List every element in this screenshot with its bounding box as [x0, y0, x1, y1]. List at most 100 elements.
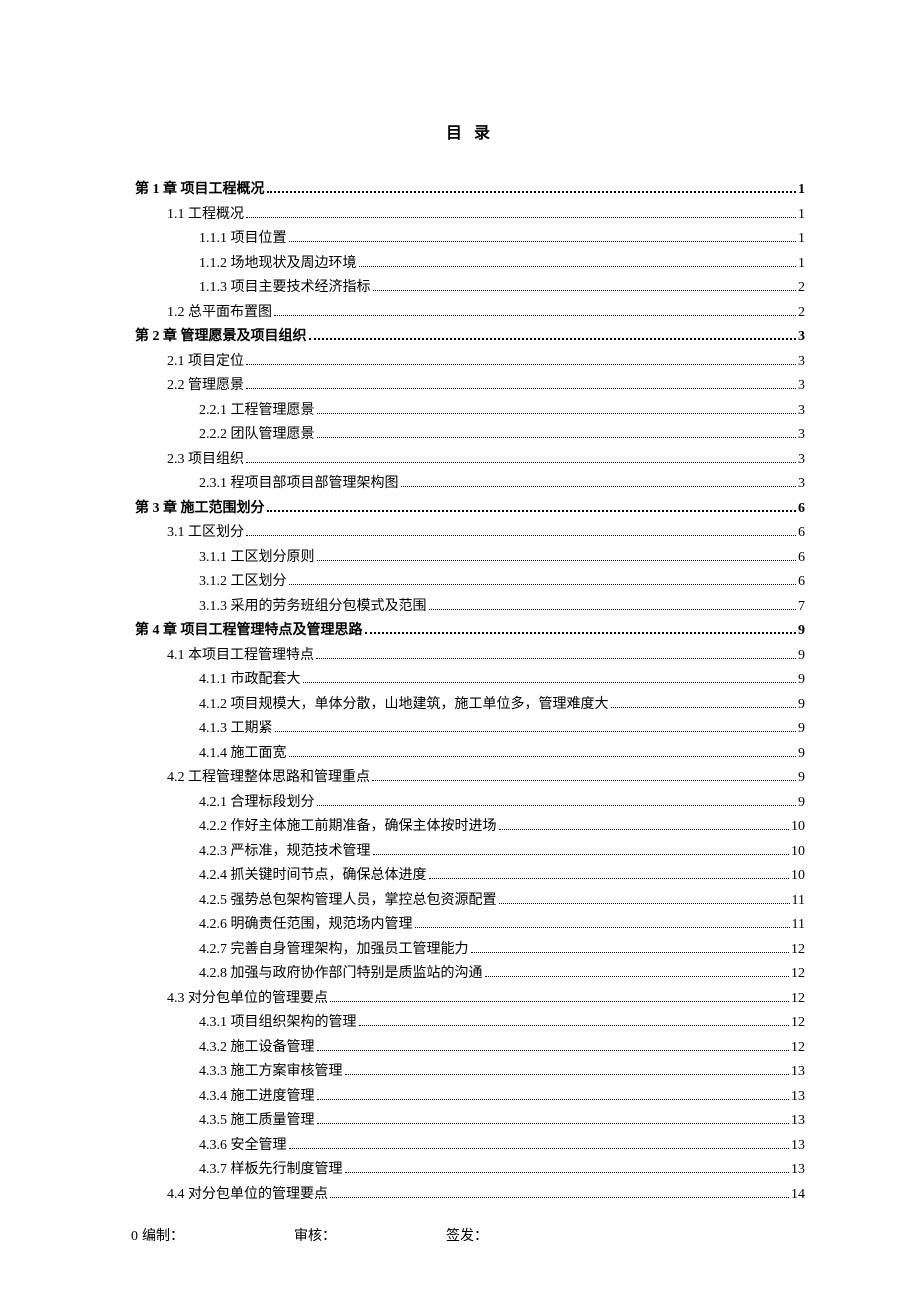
toc-page-number: 13	[791, 1158, 805, 1183]
toc-page-number: 10	[791, 840, 805, 865]
toc-leader-dots	[429, 609, 797, 610]
toc-entry: 4.3.2 施工设备管理 12	[199, 1036, 805, 1061]
toc-entry: 4.2 工程管理整体思路和管理重点 9	[167, 766, 805, 791]
toc-entry: 1.1.3 项目主要技术经济指标 2	[199, 276, 805, 301]
toc-label: 2.2.2 团队管理愿景	[199, 423, 315, 448]
toc-label: 4.3 对分包单位的管理要点	[167, 987, 328, 1012]
toc-leader-dots	[246, 364, 796, 365]
toc-label: 4.2.2 作好主体施工前期准备，确保主体按时进场	[199, 815, 497, 840]
toc-leader-dots	[317, 413, 797, 414]
toc-leader-dots	[275, 731, 797, 732]
toc-leader-dots	[499, 903, 790, 904]
toc-label: 4.3.5 施工质量管理	[199, 1109, 315, 1134]
toc-leader-dots	[330, 1197, 789, 1198]
toc-label: 4.1.4 施工面宽	[199, 742, 287, 767]
toc-label: 4.2 工程管理整体思路和管理重点	[167, 766, 370, 791]
toc-entry: 4.2.6 明确责任范围，规范场内管理 11	[199, 913, 805, 938]
toc-page-number: 3	[798, 448, 805, 473]
toc-leader-dots	[309, 338, 797, 340]
toc-entry: 2.2.2 团队管理愿景 3	[199, 423, 805, 448]
toc-entry: 1.1 工程概况1	[167, 203, 805, 228]
toc-entry: 4.2.5 强势总包架构管理人员，掌控总包资源配置11	[199, 889, 805, 914]
toc-page-number: 14	[791, 1183, 805, 1208]
toc-entry: 1.1.2 场地现状及周边环境1	[199, 252, 805, 277]
toc-page-number: 12	[791, 938, 805, 963]
toc-page-number: 3	[798, 325, 805, 350]
toc-entry: 4.1.2 项目规模大，单体分散，山地建筑，施工单位多，管理难度大9	[199, 693, 805, 718]
toc-entry: 4.1.3 工期紧9	[199, 717, 805, 742]
toc-label: 2.2 管理愿景	[167, 374, 244, 399]
toc-entry: 2.1 项目定位 3	[167, 350, 805, 375]
toc-leader-dots	[289, 241, 797, 242]
toc-entry: 4.2.1 合理标段划分9	[199, 791, 805, 816]
toc-leader-dots	[317, 1123, 790, 1124]
toc-page-number: 9	[798, 742, 805, 767]
toc-page-number: 10	[791, 815, 805, 840]
toc-page-number: 2	[798, 276, 805, 301]
toc-entry: 4.3.3 施工方案审核管理13	[199, 1060, 805, 1085]
toc-leader-dots	[345, 1172, 790, 1173]
toc-entry: 3.1.2 工区划分6	[199, 570, 805, 595]
toc-label: 第 4 章 项目工程管理特点及管理思路	[135, 619, 363, 644]
toc-entry: 4.3.5 施工质量管理 13	[199, 1109, 805, 1134]
toc-page-number: 9	[798, 619, 805, 644]
toc-label: 3.1 工区划分	[167, 521, 244, 546]
toc-label: 第 2 章 管理愿景及项目组织	[135, 325, 307, 350]
toc-entry: 4.2.2 作好主体施工前期准备，确保主体按时进场 10	[199, 815, 805, 840]
toc-leader-dots	[289, 584, 797, 585]
toc-page-number: 12	[791, 1036, 805, 1061]
toc-page-number: 12	[791, 987, 805, 1012]
toc-label: 1.1 工程概况	[167, 203, 244, 228]
toc-leader-dots	[246, 217, 796, 218]
toc-page-number: 10	[791, 864, 805, 889]
toc-page-number: 3	[798, 472, 805, 497]
toc-label: 4.3.7 样板先行制度管理	[199, 1158, 343, 1183]
toc-leader-dots	[499, 829, 790, 830]
toc-entry: 第 3 章 施工范围划分 6	[135, 497, 805, 522]
toc-label: 4.3.3 施工方案审核管理	[199, 1060, 343, 1085]
toc-leader-dots	[303, 682, 797, 683]
toc-page-number: 1	[798, 227, 805, 252]
toc-label: 1.1.3 项目主要技术经济指标	[199, 276, 371, 301]
toc-leader-dots	[373, 854, 790, 855]
toc-label: 4.2.6 明确责任范围，规范场内管理	[199, 913, 413, 938]
toc-leader-dots	[471, 952, 790, 953]
toc-label: 2.3 项目组织	[167, 448, 244, 473]
toc-label: 4.3.1 项目组织架构的管理	[199, 1011, 357, 1036]
toc-leader-dots	[289, 756, 797, 757]
toc-entry: 3.1 工区划分 6	[167, 521, 805, 546]
toc-label: 4.3.2 施工设备管理	[199, 1036, 315, 1061]
toc-label: 4.2.4 抓关键时间节点，确保总体进度	[199, 864, 427, 889]
toc-page-number: 6	[798, 521, 805, 546]
toc-page-number: 12	[791, 962, 805, 987]
toc-page-number: 3	[798, 374, 805, 399]
toc-page-number: 9	[798, 766, 805, 791]
toc-label: 2.1 项目定位	[167, 350, 244, 375]
toc-entry: 1.1.1 项目位置1	[199, 227, 805, 252]
toc-leader-dots	[316, 658, 796, 659]
toc-title: 目 录	[135, 120, 805, 148]
toc-entry: 4.1 本项目工程管理特点9	[167, 644, 805, 669]
toc-page-number: 13	[791, 1109, 805, 1134]
toc-entry: 4.2.8 加强与政府协作部门特别是质监站的沟通12	[199, 962, 805, 987]
toc-label: 4.1.2 项目规模大，单体分散，山地建筑，施工单位多，管理难度大	[199, 693, 609, 718]
toc-page-number: 6	[798, 570, 805, 595]
toc-entry: 4.4 对分包单位的管理要点14	[167, 1183, 805, 1208]
toc-label: 4.2.5 强势总包架构管理人员，掌控总包资源配置	[199, 889, 497, 914]
toc-label: 第 3 章 施工范围划分	[135, 497, 265, 522]
toc-entry: 3.1.1 工区划分原则6	[199, 546, 805, 571]
toc-leader-dots	[267, 510, 797, 512]
toc-page-number: 3	[798, 350, 805, 375]
toc-page-number: 7	[798, 595, 805, 620]
toc-entry: 4.3.4 施工进度管理13	[199, 1085, 805, 1110]
toc-page-number: 3	[798, 423, 805, 448]
toc-leader-dots	[485, 976, 790, 977]
toc-leader-dots	[246, 462, 796, 463]
toc-leader-dots	[401, 486, 797, 487]
toc-page-number: 6	[798, 497, 805, 522]
toc-page-number: 11	[792, 913, 805, 938]
toc-label: 第 1 章 项目工程概况	[135, 178, 265, 203]
toc-label: 4.1.3 工期紧	[199, 717, 273, 742]
toc-page-number: 1	[798, 252, 805, 277]
toc-leader-dots	[611, 707, 797, 708]
